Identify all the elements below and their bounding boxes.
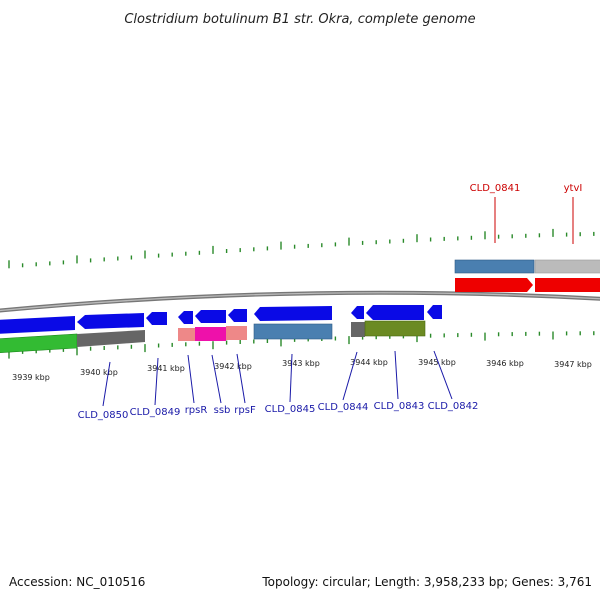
gene-cld-0850[interactable] (0, 333, 78, 353)
accession-text: Accession: NC_010516 (9, 575, 145, 589)
cds-rpsf-a[interactable] (195, 310, 226, 323)
reverse-cds-row (0, 305, 442, 334)
gene-ytvi[interactable] (534, 259, 600, 274)
gene-label-leaders (102, 197, 574, 407)
gene-label-cld-0849[interactable]: CLD_0849 (130, 407, 181, 418)
gene-labels: CLD_0841 ytvI CLD_0850 CLD_0849 rpsR ssb… (78, 183, 583, 421)
cds-cld-0849[interactable] (77, 313, 144, 329)
cds-rpsf-b[interactable] (228, 309, 247, 322)
gene-cld-0843[interactable] (364, 320, 426, 337)
cds-cld-0842[interactable] (427, 305, 442, 319)
kbp-label: 3941 kbp (147, 364, 185, 373)
gene-cld-0845[interactable] (253, 323, 333, 340)
gene-label-rpsf[interactable]: rpsF (234, 405, 256, 416)
gene-cld-0849[interactable] (77, 330, 145, 347)
topology-text: Topology: circular; Length: 3,958,233 bp… (261, 575, 592, 589)
top-ticks (8, 228, 595, 269)
kbp-labels: 3939 kbp 3940 kbp 3941 kbp 3942 kbp 3943… (12, 358, 592, 382)
gene-ssb[interactable] (195, 327, 226, 341)
gene-rpsf[interactable] (226, 326, 247, 340)
gene-label-ytvi[interactable]: ytvI (564, 183, 583, 194)
kbp-label: 3942 kbp (214, 362, 252, 371)
gene-rpsr[interactable] (178, 328, 195, 341)
forward-genes (454, 259, 600, 292)
kbp-label: 3943 kbp (282, 359, 320, 368)
cds-cld-0844[interactable] (351, 306, 364, 319)
cds-cld-0845[interactable] (254, 306, 332, 321)
kbp-label: 3945 kbp (418, 358, 456, 367)
gene-label-rpsr[interactable]: rpsR (185, 405, 208, 416)
kbp-label: 3939 kbp (12, 373, 50, 382)
genome-title: Clostridium botulinum B1 str. Okra, comp… (124, 12, 475, 27)
reverse-gene-row (0, 320, 426, 353)
gene-label-cld-0850[interactable]: CLD_0850 (78, 410, 129, 421)
cds-ytvi[interactable] (535, 278, 600, 292)
kbp-label: 3944 kbp (350, 358, 388, 367)
cds-cld-0843[interactable] (366, 305, 424, 320)
gene-cld-0841[interactable] (454, 259, 535, 274)
genome-backbone-inner (0, 292, 600, 312)
cds-cld-0850[interactable] (0, 316, 75, 334)
gene-label-cld-0843[interactable]: CLD_0843 (374, 401, 425, 412)
kbp-label: 3940 kbp (80, 368, 118, 377)
gene-label-cld-0841[interactable]: CLD_0841 (470, 183, 521, 194)
kbp-label: 3947 kbp (554, 360, 592, 369)
gene-label-cld-0842[interactable]: CLD_0842 (428, 401, 479, 412)
cds-cld-0841[interactable] (455, 278, 533, 292)
gene-label-cld-0845[interactable]: CLD_0845 (265, 404, 316, 415)
gene-label-ssb[interactable]: ssb (214, 405, 231, 416)
gene-label-cld-0844[interactable]: CLD_0844 (318, 402, 369, 413)
kbp-label: 3946 kbp (486, 359, 524, 368)
cds-rpsr[interactable] (146, 312, 167, 325)
cds-ssb[interactable] (178, 311, 193, 324)
gene-cld-0844[interactable] (351, 322, 365, 337)
